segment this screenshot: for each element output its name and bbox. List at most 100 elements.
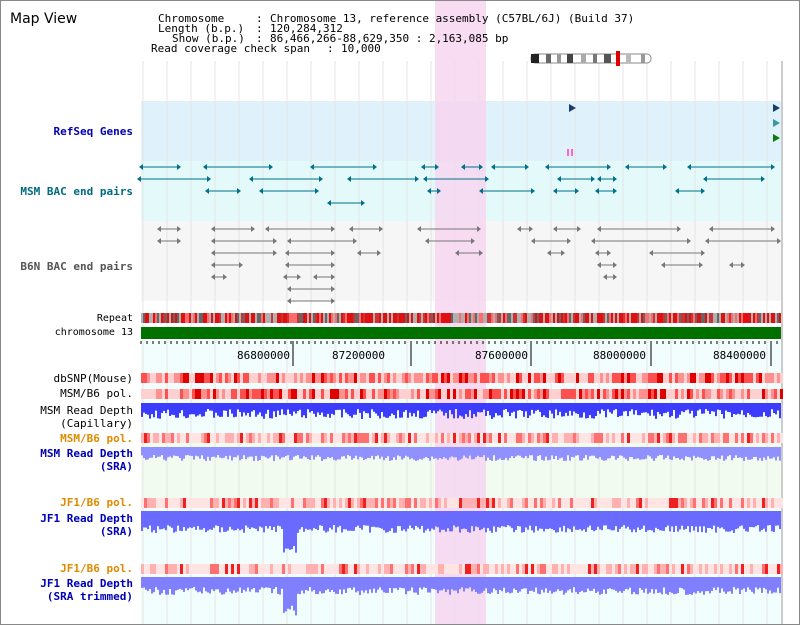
msm-depth-cap-bar bbox=[459, 403, 461, 416]
msm-b6-pol-sra-cell bbox=[714, 433, 717, 443]
jf1-depth-trim-bar bbox=[177, 577, 179, 590]
msm-depth-cap-bar bbox=[225, 403, 227, 411]
msm-depth-cap-bar bbox=[339, 403, 341, 410]
msm-depth-cap-bar bbox=[507, 403, 509, 413]
repeat-cell bbox=[507, 313, 509, 323]
repeat-cell bbox=[777, 313, 779, 323]
bac-end bbox=[177, 164, 181, 170]
jf1-b6-pol-trim-cell bbox=[642, 564, 645, 574]
msm-b6-pol-sra-cell bbox=[246, 433, 249, 443]
jf1-b6-pol-trim-cell bbox=[621, 564, 624, 574]
msm-depth-sra-bar bbox=[287, 447, 289, 456]
jf1-depth-trim-bar bbox=[539, 577, 541, 595]
jf1-depth-sra-bar bbox=[719, 511, 721, 529]
jf1-depth-sra-bar bbox=[271, 511, 273, 531]
msm-depth-sra-bar bbox=[499, 447, 501, 459]
bac-end bbox=[597, 226, 601, 232]
msm-b6-pol-sra-cell bbox=[678, 433, 681, 443]
repeat-cell bbox=[237, 313, 239, 323]
msm-depth-cap-bar bbox=[293, 403, 295, 412]
jf1-b6-pol-trim-cell bbox=[579, 564, 582, 574]
msm-b6-pol-cell bbox=[651, 389, 654, 399]
msm-depth-sra-bar bbox=[233, 447, 235, 458]
msm-b6-pol-cell bbox=[780, 389, 783, 399]
msm-b6-pol-cell bbox=[726, 389, 729, 399]
jf1-depth-trim-bar bbox=[297, 577, 299, 594]
jf1-depth-trim-bar bbox=[511, 577, 513, 593]
jf1-depth-sra-bar bbox=[625, 511, 627, 529]
repeat-cell bbox=[537, 313, 539, 323]
msm-depth-cap-bar bbox=[371, 403, 373, 410]
msm-b6-pol-cell bbox=[417, 389, 420, 399]
msm-b6-pol-cell bbox=[234, 389, 237, 399]
track-label-jf1-depth-trim[interactable]: JF1 Read Depth bbox=[40, 577, 133, 590]
bac-end bbox=[239, 262, 243, 268]
msm-depth-sra-bar bbox=[661, 447, 663, 456]
bac-end bbox=[157, 226, 161, 232]
track-label-msm-depth-sra-sub[interactable]: (SRA) bbox=[99, 460, 133, 473]
msm-depth-sra-bar bbox=[157, 447, 159, 457]
msm-b6-pol-sra-cell bbox=[711, 433, 714, 443]
jf1-depth-sra-bar bbox=[303, 511, 305, 532]
jf1-b6-pol-cell bbox=[339, 498, 342, 508]
track-label-b6n-bac[interactable]: B6N BAC end pairs bbox=[20, 260, 133, 273]
jf1-depth-trim-bar bbox=[509, 577, 511, 594]
msm-depth-cap-bar bbox=[697, 403, 699, 411]
msm-depth-sra-bar bbox=[491, 447, 493, 461]
dbsnp-cell bbox=[222, 373, 225, 383]
msm-depth-sra-bar bbox=[383, 447, 385, 461]
msm-b6-pol-cell bbox=[537, 389, 540, 399]
jf1-depth-trim-bar bbox=[193, 577, 195, 588]
msm-depth-cap-bar bbox=[227, 403, 229, 417]
msm-depth-sra-bar bbox=[527, 447, 529, 459]
track-label-refseq-genes[interactable]: RefSeq Genes bbox=[53, 125, 133, 138]
jf1-b6-pol-cell bbox=[585, 498, 588, 508]
track-label-msm-depth-sra[interactable]: MSM Read Depth bbox=[40, 447, 133, 460]
msm-depth-cap-bar bbox=[475, 403, 477, 417]
track-label-msm-bac[interactable]: MSM BAC end pairs bbox=[20, 185, 133, 198]
track-label-jf1-depth-trim-sub[interactable]: (SRA trimmed) bbox=[46, 590, 133, 603]
msm-b6-pol-sra-cell bbox=[744, 433, 747, 443]
jf1-b6-pol-cell bbox=[384, 498, 387, 508]
msm-b6-pol-cell bbox=[525, 389, 528, 399]
bac-end bbox=[139, 164, 143, 170]
msm-b6-pol-sra-cell bbox=[177, 433, 180, 443]
msm-depth-cap-bar bbox=[333, 403, 335, 415]
msm-depth-sra-bar bbox=[519, 447, 521, 456]
jf1-b6-pol-cell bbox=[483, 498, 486, 508]
jf1-b6-pol-trim-cell bbox=[573, 564, 576, 574]
msm-b6-pol-sra-cell bbox=[204, 433, 207, 443]
repeat-cell bbox=[397, 313, 399, 323]
jf1-b6-pol-cell bbox=[411, 498, 414, 508]
repeat-cell bbox=[445, 313, 447, 323]
msm-depth-cap-bar bbox=[411, 403, 413, 417]
repeat-cell bbox=[555, 313, 557, 323]
msm-depth-sra-bar bbox=[489, 447, 491, 460]
jf1-depth-trim-bar bbox=[635, 577, 637, 595]
jf1-b6-pol-cell bbox=[678, 498, 681, 508]
dbsnp-cell bbox=[582, 373, 585, 383]
msm-depth-cap-bar bbox=[687, 403, 689, 410]
msm-depth-sra-bar bbox=[631, 447, 633, 458]
repeat-cell bbox=[213, 313, 215, 323]
repeat-cell bbox=[677, 313, 679, 323]
bac-end bbox=[661, 262, 665, 268]
jf1-depth-trim-bar bbox=[455, 577, 457, 591]
jf1-depth-sra-bar bbox=[267, 511, 269, 529]
jf1-depth-sra-bar bbox=[505, 511, 507, 528]
repeat-cell bbox=[491, 313, 493, 323]
dbsnp-cell bbox=[507, 373, 510, 383]
jf1-b6-pol-trim-cell bbox=[639, 564, 642, 574]
repeat-cell bbox=[339, 313, 341, 323]
jf1-b6-pol-trim-cell bbox=[624, 564, 627, 574]
jf1-depth-trim-bar bbox=[163, 577, 165, 590]
repeat-cell bbox=[549, 313, 551, 323]
track-label-jf1-depth-sra-sub[interactable]: (SRA) bbox=[99, 525, 133, 538]
track-label-jf1-depth-sra[interactable]: JF1 Read Depth bbox=[40, 512, 133, 525]
bac-end bbox=[331, 262, 335, 268]
jf1-depth-sra-bar bbox=[221, 511, 223, 528]
jf1-depth-sra-bar bbox=[213, 511, 215, 528]
repeat-cell bbox=[263, 313, 265, 323]
dbsnp-cell bbox=[429, 373, 432, 383]
dbsnp-cell bbox=[210, 373, 213, 383]
